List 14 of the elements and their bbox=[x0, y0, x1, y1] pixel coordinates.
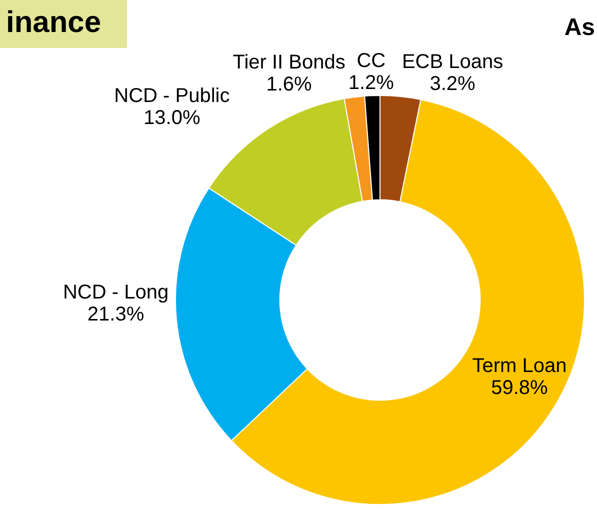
data-label: 21.3% bbox=[87, 304, 144, 326]
data-label: 1.6% bbox=[266, 74, 312, 96]
slice-label: CC bbox=[356, 50, 386, 72]
data-label: 1.2% bbox=[348, 72, 394, 94]
data-label: 13.0% bbox=[144, 107, 200, 130]
slice-label: NCD - Long bbox=[62, 282, 169, 304]
chart-title: inance bbox=[0, 0, 128, 48]
slice-label: ECB Loans bbox=[402, 51, 504, 74]
slice-label: NCD - Public bbox=[114, 85, 230, 108]
slice-label: Term Loan bbox=[472, 354, 567, 377]
text: As bbox=[564, 14, 595, 42]
data-label: 3.2% bbox=[430, 73, 476, 96]
data-label: 59.8% bbox=[491, 376, 548, 399]
slice-label: Tier II Bonds bbox=[232, 52, 346, 74]
